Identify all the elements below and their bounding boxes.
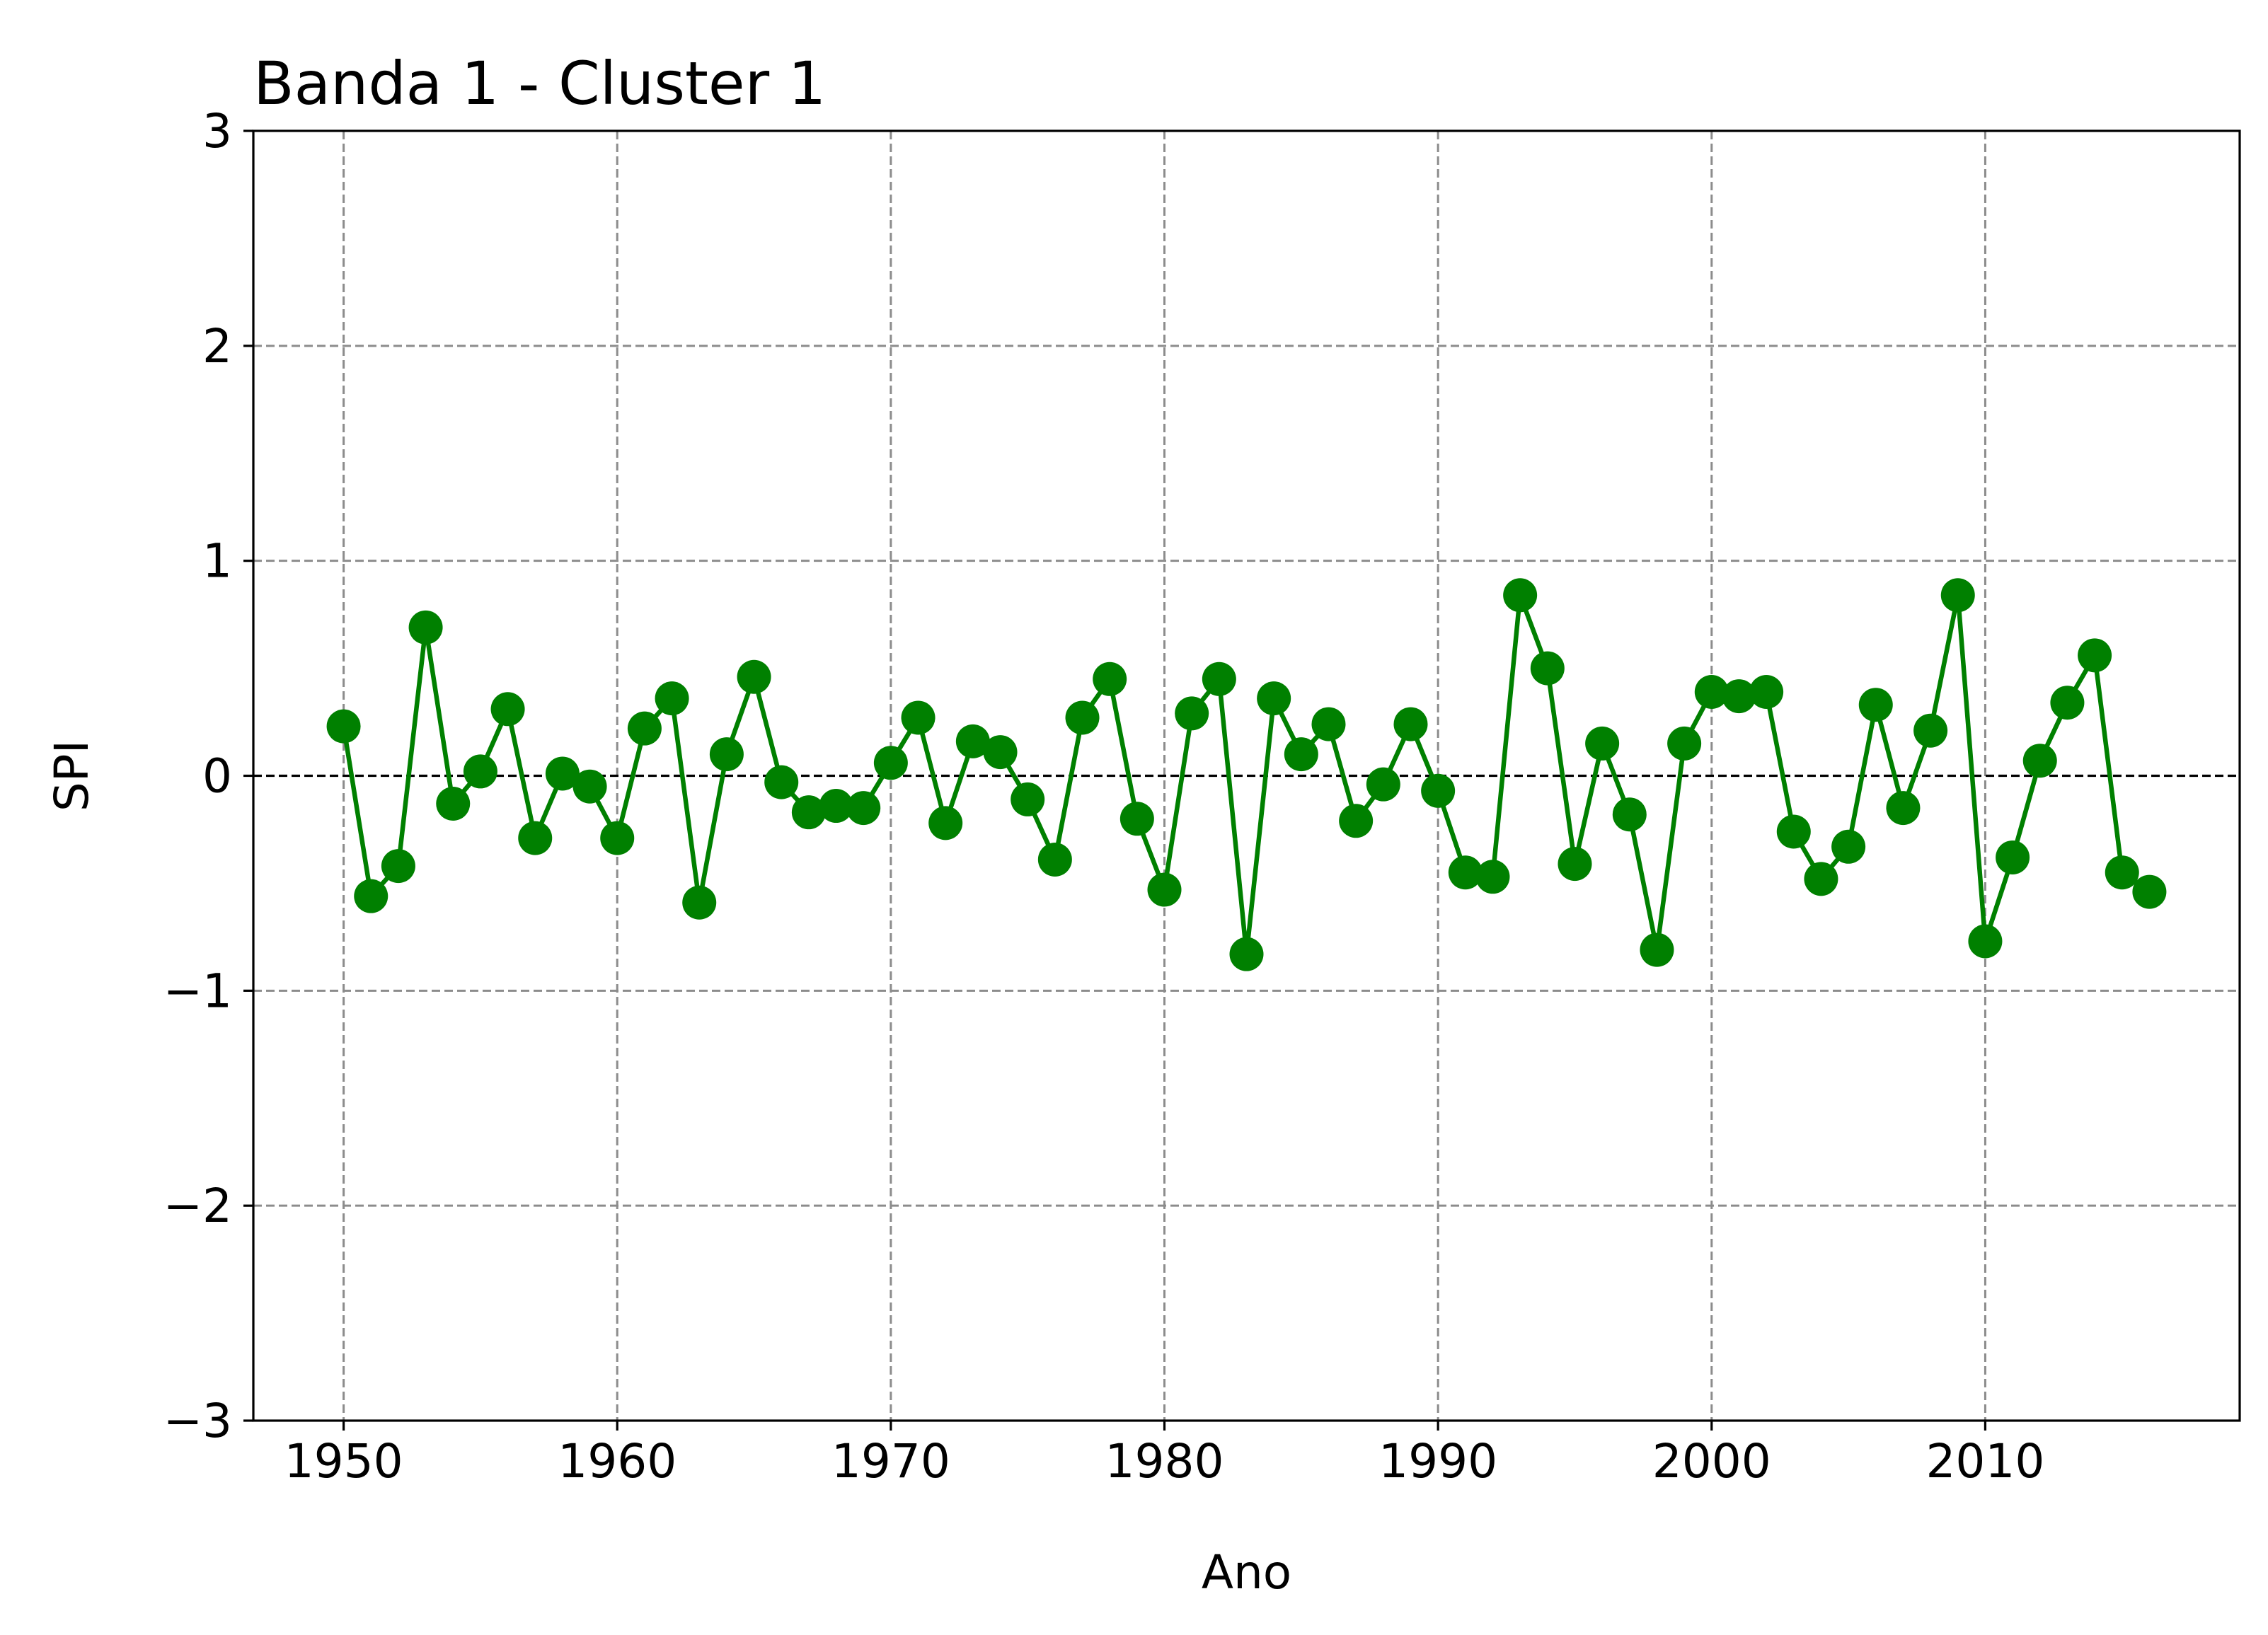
- y-tick-label: −2: [163, 1179, 232, 1233]
- data-point: [1612, 797, 1647, 832]
- y-tick-label: 1: [202, 534, 232, 589]
- series-layer: [326, 578, 2167, 971]
- data-point: [1421, 773, 1456, 808]
- data-point: [1640, 932, 1674, 967]
- y-tick-label: 2: [202, 319, 232, 374]
- data-point: [1393, 707, 1428, 741]
- data-point: [381, 849, 415, 884]
- data-point: [1037, 842, 1072, 877]
- y-tick-label: −3: [163, 1394, 232, 1448]
- data-point: [408, 610, 443, 645]
- data-point: [1339, 804, 1374, 838]
- x-tick-label: 1960: [558, 1434, 677, 1489]
- x-tick-label: 1990: [1378, 1434, 1497, 1489]
- data-point: [1366, 767, 1400, 802]
- data-point: [655, 681, 689, 716]
- data-point: [2105, 855, 2139, 890]
- data-point: [1311, 707, 1346, 741]
- data-point: [791, 795, 826, 830]
- data-point: [1065, 700, 1100, 735]
- data-point: [1503, 578, 1538, 613]
- x-tick-label: 2000: [1652, 1434, 1771, 1489]
- data-point: [1475, 860, 1510, 894]
- data-point: [1831, 829, 1866, 864]
- data-point: [1093, 661, 1127, 696]
- data-point: [2050, 686, 2085, 720]
- data-point: [436, 786, 471, 821]
- ticks: 1950 1960 1970 1980 1990 2000 2010 −3 −2 −1 0 1 2 3: [163, 104, 2045, 1489]
- data-point: [2132, 874, 2167, 909]
- data-point: [1202, 661, 1236, 696]
- data-point: [1776, 814, 1811, 849]
- y-tick-label: −1: [163, 964, 232, 1018]
- data-point: [1448, 855, 1483, 890]
- data-point: [873, 746, 908, 780]
- data-point: [1858, 688, 1893, 722]
- data-point: [354, 879, 388, 913]
- data-point: [1749, 675, 1784, 710]
- data-point: [1530, 651, 1565, 686]
- x-axis-label: Ano: [1202, 1545, 1291, 1600]
- data-point: [1667, 726, 1702, 761]
- data-point: [928, 806, 963, 840]
- data-point: [819, 789, 853, 824]
- data-point: [709, 737, 744, 772]
- data-point: [1257, 681, 1291, 716]
- data-point: [463, 754, 497, 789]
- data-point: [983, 735, 1018, 770]
- data-point: [682, 885, 717, 920]
- y-tick-label: 0: [202, 749, 232, 804]
- data-point: [764, 765, 799, 799]
- data-point: [600, 821, 635, 855]
- data-point: [1996, 840, 2030, 874]
- data-point: [1722, 679, 1756, 714]
- y-axis-label: SPI: [45, 740, 99, 811]
- data-point: [1229, 937, 1264, 971]
- data-point: [518, 821, 553, 855]
- data-point: [2022, 744, 2057, 778]
- data-point: [1119, 802, 1154, 836]
- data-point: [490, 692, 525, 727]
- data-point: [1940, 578, 1975, 613]
- data-point: [955, 724, 990, 758]
- data-point: [545, 756, 580, 791]
- data-point: [1913, 713, 1948, 748]
- data-point: [1147, 872, 1182, 907]
- x-tick-label: 2010: [1926, 1434, 2044, 1489]
- data-point: [627, 711, 662, 746]
- x-tick-label: 1980: [1105, 1434, 1224, 1489]
- data-point: [2078, 638, 2112, 673]
- data-point: [326, 709, 361, 744]
- chart-title: Banda 1 - Cluster 1: [253, 49, 826, 118]
- data-point: [1585, 726, 1620, 761]
- data-point: [901, 700, 936, 735]
- data-point: [1284, 737, 1318, 772]
- data-point: [1558, 847, 1592, 882]
- data-point: [572, 769, 607, 804]
- y-tick-label: 3: [202, 104, 232, 158]
- data-point: [1694, 675, 1729, 710]
- data-point: [737, 659, 771, 694]
- data-point: [846, 791, 881, 826]
- data-point: [1968, 924, 2003, 959]
- x-tick-label: 1950: [284, 1434, 403, 1489]
- data-point: [1886, 791, 1921, 826]
- data-point: [1175, 696, 1209, 731]
- data-point: [1011, 782, 1045, 816]
- x-tick-label: 1970: [831, 1434, 950, 1489]
- data-point: [1804, 862, 1838, 896]
